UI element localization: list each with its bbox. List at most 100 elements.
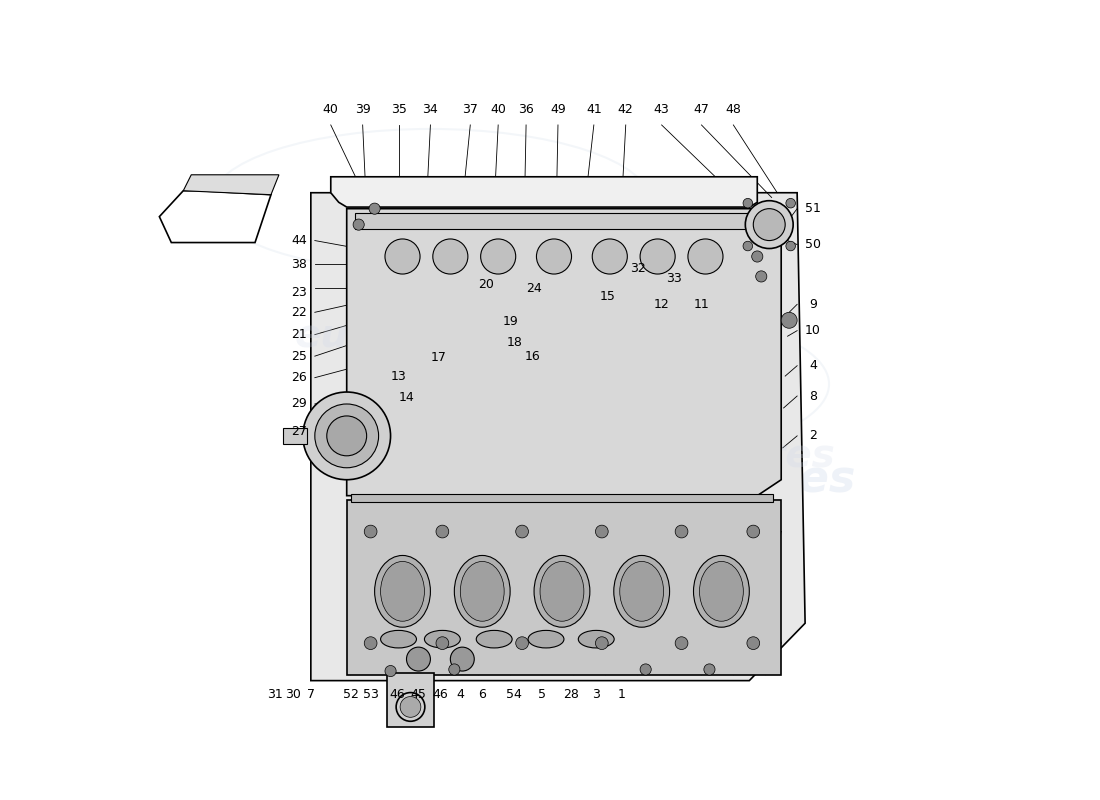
Text: 20: 20 — [478, 278, 494, 291]
Text: 16: 16 — [525, 350, 540, 362]
Text: 22: 22 — [292, 306, 307, 319]
Text: eurospares: eurospares — [327, 330, 608, 374]
Circle shape — [516, 637, 528, 650]
Text: 47: 47 — [693, 102, 710, 115]
Text: 25: 25 — [290, 350, 307, 362]
Text: 36: 36 — [518, 102, 534, 115]
Text: 17: 17 — [430, 351, 447, 364]
Text: 50: 50 — [805, 238, 821, 251]
Text: 24: 24 — [526, 282, 542, 295]
Circle shape — [592, 239, 627, 274]
Text: 4: 4 — [456, 689, 464, 702]
Text: 30: 30 — [285, 689, 301, 702]
Circle shape — [327, 416, 366, 456]
Circle shape — [436, 637, 449, 650]
Ellipse shape — [454, 555, 510, 627]
Text: 38: 38 — [290, 258, 307, 271]
Circle shape — [688, 239, 723, 274]
Text: 15: 15 — [600, 290, 615, 303]
Text: eurospares: eurospares — [590, 437, 836, 475]
Polygon shape — [311, 193, 805, 681]
Circle shape — [407, 647, 430, 671]
Circle shape — [436, 525, 449, 538]
Circle shape — [449, 664, 460, 675]
Text: 42: 42 — [618, 102, 634, 115]
Text: 53: 53 — [363, 689, 378, 702]
Text: 46: 46 — [389, 689, 405, 702]
Text: 13: 13 — [390, 370, 406, 382]
Text: 1: 1 — [618, 689, 626, 702]
Text: 40: 40 — [322, 102, 339, 115]
Text: 8: 8 — [810, 390, 817, 402]
Circle shape — [537, 239, 572, 274]
Ellipse shape — [700, 562, 744, 622]
Circle shape — [747, 525, 760, 538]
Circle shape — [675, 637, 688, 650]
Circle shape — [385, 666, 396, 677]
Ellipse shape — [375, 555, 430, 627]
Circle shape — [450, 647, 474, 671]
Circle shape — [432, 239, 468, 274]
Text: 34: 34 — [422, 102, 438, 115]
Polygon shape — [346, 500, 781, 675]
Text: 48: 48 — [725, 102, 741, 115]
Text: 19: 19 — [503, 315, 518, 328]
Polygon shape — [331, 177, 757, 207]
Text: 52: 52 — [343, 689, 359, 702]
Text: 37: 37 — [462, 102, 478, 115]
Ellipse shape — [614, 555, 670, 627]
Ellipse shape — [619, 562, 663, 622]
Text: 7: 7 — [307, 689, 315, 702]
Circle shape — [595, 525, 608, 538]
Text: 12: 12 — [653, 298, 670, 311]
Text: 2: 2 — [810, 430, 817, 442]
Circle shape — [746, 201, 793, 249]
Ellipse shape — [579, 630, 614, 648]
Text: 54: 54 — [506, 689, 522, 702]
Text: 51: 51 — [805, 202, 821, 215]
Circle shape — [353, 219, 364, 230]
Circle shape — [675, 525, 688, 538]
Circle shape — [640, 664, 651, 675]
Text: 9: 9 — [810, 298, 817, 311]
Ellipse shape — [476, 630, 513, 648]
Circle shape — [364, 525, 377, 538]
Polygon shape — [354, 213, 769, 229]
Polygon shape — [351, 494, 773, 502]
Polygon shape — [386, 673, 434, 727]
Circle shape — [640, 239, 675, 274]
Text: 3: 3 — [592, 689, 601, 702]
Circle shape — [756, 271, 767, 282]
Text: eurospares: eurospares — [295, 318, 540, 355]
Ellipse shape — [460, 562, 504, 622]
Circle shape — [781, 312, 798, 328]
Circle shape — [364, 637, 377, 650]
Text: 10: 10 — [805, 324, 821, 337]
Ellipse shape — [693, 555, 749, 627]
Circle shape — [315, 404, 378, 468]
Text: eurospares: eurospares — [574, 458, 856, 502]
Text: 43: 43 — [653, 102, 670, 115]
Circle shape — [481, 239, 516, 274]
Text: 35: 35 — [390, 102, 407, 115]
Text: 46: 46 — [432, 689, 448, 702]
Polygon shape — [184, 174, 279, 194]
Circle shape — [742, 198, 752, 208]
Circle shape — [516, 525, 528, 538]
Text: 33: 33 — [666, 272, 681, 286]
Text: 27: 27 — [290, 426, 307, 438]
Text: 26: 26 — [292, 371, 307, 384]
Circle shape — [751, 251, 763, 262]
Circle shape — [742, 242, 752, 251]
Ellipse shape — [540, 562, 584, 622]
Ellipse shape — [425, 630, 460, 648]
Bar — [283, 428, 307, 444]
Text: 44: 44 — [292, 234, 307, 247]
Text: 41: 41 — [586, 102, 602, 115]
Text: 14: 14 — [398, 391, 415, 404]
Circle shape — [754, 209, 785, 241]
Text: 32: 32 — [630, 262, 646, 275]
Polygon shape — [160, 190, 271, 242]
Circle shape — [368, 203, 381, 214]
Text: 21: 21 — [292, 328, 307, 341]
